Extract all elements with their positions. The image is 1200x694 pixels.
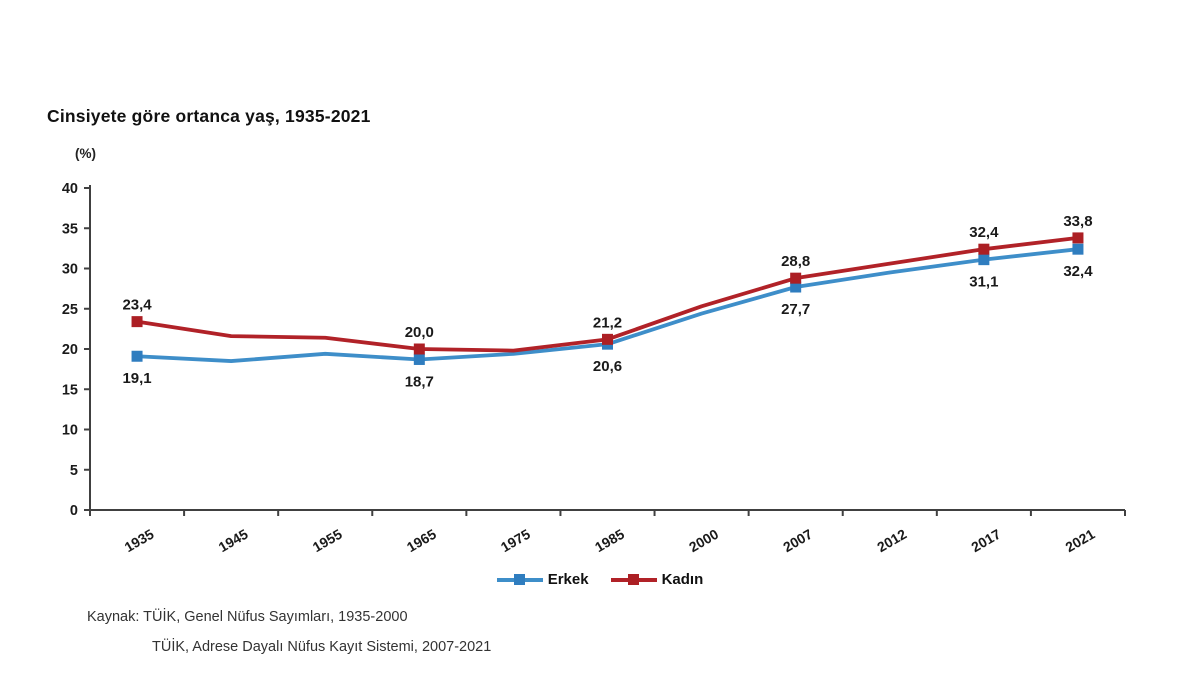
svg-text:31,1: 31,1 (969, 274, 998, 291)
svg-text:1985: 1985 (592, 526, 627, 556)
svg-text:0: 0 (70, 503, 78, 519)
source-line-2: TÜİK, Adrese Dayalı Nüfus Kayıt Sistemi,… (152, 639, 492, 655)
svg-text:20: 20 (62, 342, 78, 358)
legend-line-marker-erkek (496, 574, 543, 585)
svg-text:20,0: 20,0 (405, 324, 434, 341)
legend-item-kadin: Kadın (610, 571, 704, 588)
svg-text:1955: 1955 (310, 526, 345, 556)
svg-text:2007: 2007 (780, 526, 815, 556)
svg-text:28,8: 28,8 (781, 253, 810, 270)
svg-text:5: 5 (70, 463, 78, 479)
svg-text:23,4: 23,4 (122, 297, 152, 314)
svg-text:21,2: 21,2 (593, 314, 622, 331)
svg-text:2017: 2017 (968, 526, 1003, 556)
legend-label-erkek: Erkek (547, 571, 589, 588)
legend-label-kadin: Kadın (661, 571, 704, 588)
source-line-1: Kaynak: TÜİK, Genel Nüfus Sayımları, 193… (87, 609, 408, 625)
legend-item-erkek: Erkek (496, 571, 589, 588)
svg-text:10: 10 (62, 423, 78, 439)
chart-legend: Erkek Kadın (0, 571, 1200, 588)
svg-text:15: 15 (62, 382, 78, 398)
svg-text:2021: 2021 (1062, 526, 1097, 556)
chart-title: Cinsiyete göre ortanca yaş, 1935-2021 (47, 106, 371, 126)
y-axis-unit-label: (%) (75, 146, 96, 161)
svg-text:1935: 1935 (122, 526, 157, 556)
legend-line-marker-kadin (610, 574, 657, 585)
svg-text:1975: 1975 (498, 526, 533, 556)
svg-text:1965: 1965 (404, 526, 439, 556)
svg-text:25: 25 (62, 302, 78, 318)
legend-square-marker-kadin (627, 574, 639, 585)
svg-text:30: 30 (62, 262, 78, 278)
svg-text:35: 35 (62, 221, 78, 237)
svg-text:1945: 1945 (216, 526, 251, 556)
svg-text:18,7: 18,7 (405, 373, 434, 390)
svg-text:19,1: 19,1 (122, 370, 151, 387)
svg-text:40: 40 (62, 181, 78, 197)
svg-text:32,4: 32,4 (1063, 263, 1093, 280)
svg-text:32,4: 32,4 (969, 224, 999, 241)
svg-text:27,7: 27,7 (781, 301, 810, 318)
legend-square-marker-erkek (513, 574, 525, 585)
svg-text:2012: 2012 (874, 526, 909, 556)
svg-text:2000: 2000 (686, 526, 721, 556)
svg-text:33,8: 33,8 (1063, 213, 1092, 230)
svg-text:20,6: 20,6 (593, 358, 622, 375)
